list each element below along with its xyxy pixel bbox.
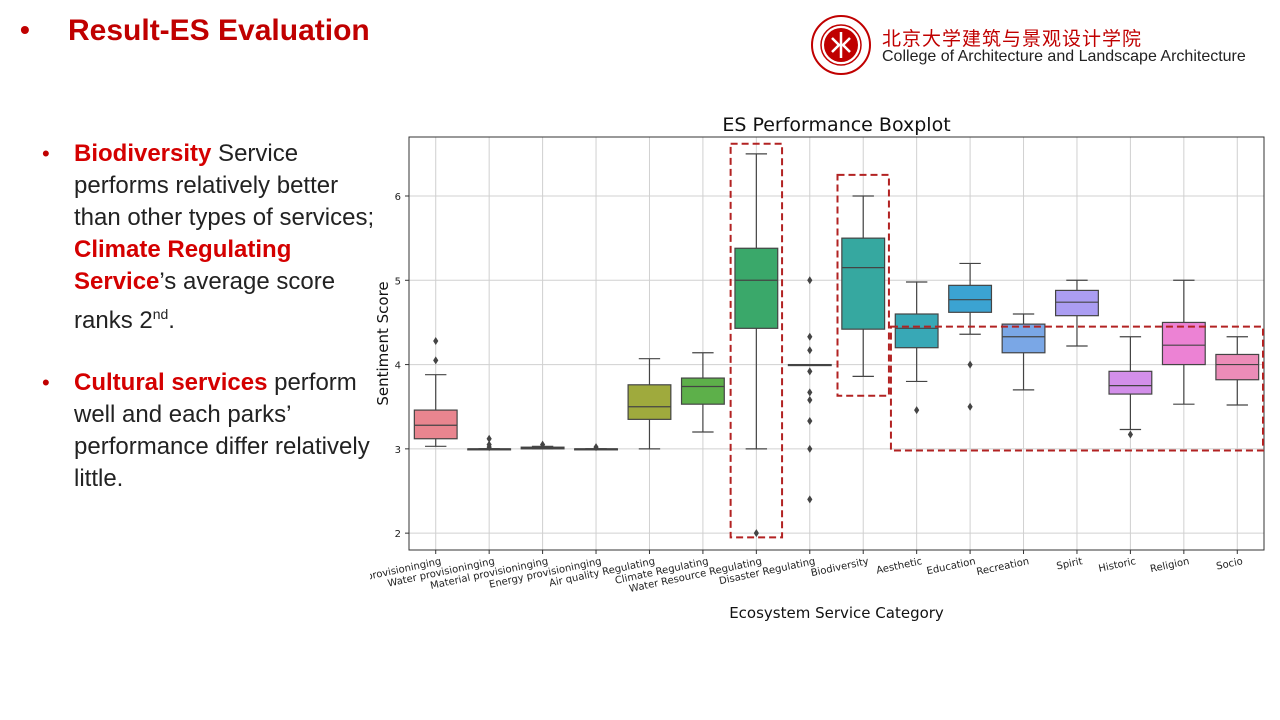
x-tick-label: Religion — [1149, 556, 1190, 575]
chart-title: ES Performance Boxplot — [722, 114, 950, 136]
outlier-point — [539, 440, 546, 449]
title-bullet: • — [20, 14, 30, 45]
y-tick-label: 4 — [395, 361, 401, 372]
highlight-text: Biodiversity — [74, 140, 212, 167]
seal-icon — [811, 15, 871, 75]
x-tick-label: Education — [926, 556, 977, 577]
box — [627, 384, 672, 420]
box — [680, 377, 725, 405]
institution-name-en: College of Architecture and Landscape Ar… — [882, 48, 1246, 65]
box — [841, 237, 886, 330]
box — [1215, 353, 1260, 381]
outlier-point — [807, 388, 813, 397]
body-text: Service performs relatively better than … — [74, 140, 375, 231]
box — [1001, 323, 1046, 354]
box — [413, 409, 458, 440]
university-logo — [810, 14, 872, 76]
body-text: perform well and each parks’ performance… — [74, 369, 370, 492]
highlight-text: Cultural services — [74, 369, 268, 396]
outlier-point — [967, 402, 973, 411]
box — [1108, 370, 1153, 395]
x-tick-label: Spirit — [1056, 556, 1084, 572]
highlight-dashed-box — [729, 142, 784, 539]
outlier-point — [753, 529, 759, 538]
body-text: ’s average score ranks 2 — [74, 268, 336, 334]
x-axis-label: Ecosystem Service Category — [729, 604, 944, 622]
institution-name-cn: 北京大学建筑与景观设计学院 — [882, 28, 1143, 50]
box — [1054, 289, 1099, 317]
outlier-point — [807, 367, 813, 376]
outlier-point — [807, 346, 813, 355]
box — [948, 284, 993, 313]
finding-biodiversity: • Biodiversity Service performs relative… — [40, 138, 380, 337]
y-tick-label: 3 — [395, 445, 401, 456]
x-tick-label: Recreation — [976, 556, 1031, 578]
box — [1161, 321, 1206, 366]
outlier-point — [807, 395, 813, 404]
x-tick-label: Aesthetic — [875, 556, 923, 576]
outlier-point — [967, 360, 973, 369]
slide-title: Result-ES Evaluation — [68, 14, 370, 47]
y-tick-label: 2 — [395, 529, 401, 540]
outlier-point — [593, 443, 599, 452]
finding-cultural: • Cultural services perform well and eac… — [40, 367, 380, 495]
outlier-point — [433, 336, 439, 345]
y-axis-label: Sentiment Score — [374, 281, 392, 405]
box — [734, 247, 779, 329]
highlight-text: Climate Regulating Service — [74, 236, 292, 295]
outlier-point — [807, 495, 813, 504]
outlier-point — [807, 444, 813, 453]
x-tick-label: Historic — [1098, 556, 1137, 575]
x-tick-label: Biodiversity — [810, 556, 870, 579]
outlier-point — [807, 332, 813, 341]
outlier-point — [486, 434, 492, 443]
outlier-point — [914, 406, 920, 415]
y-tick-label: 6 — [395, 192, 401, 203]
y-tick-label: 5 — [395, 276, 401, 287]
outlier-point — [807, 417, 813, 426]
outlier-point — [486, 440, 492, 449]
highlight-dashed-box — [889, 325, 1264, 452]
findings-list: • Biodiversity Service performs relative… — [40, 138, 380, 525]
x-tick-label: Socio — [1215, 556, 1244, 572]
box — [894, 313, 939, 349]
highlight-dashed-box — [836, 173, 890, 397]
bullet-dot: • — [42, 141, 50, 166]
bullet-dot: • — [42, 370, 50, 395]
ordinal-suffix: nd — [152, 306, 169, 322]
outlier-point — [1127, 430, 1134, 439]
outlier-point — [807, 276, 813, 285]
body-text: . — [168, 307, 175, 334]
outlier-point — [433, 356, 439, 365]
